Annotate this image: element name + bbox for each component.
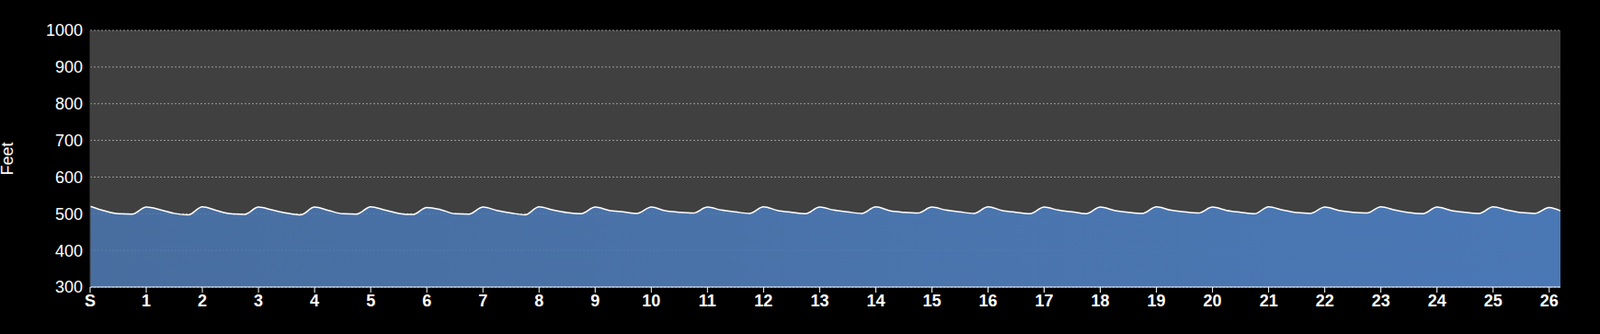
svg-text:21: 21 <box>1259 291 1279 310</box>
svg-text:17: 17 <box>1035 291 1054 310</box>
svg-text:25: 25 <box>1484 291 1503 310</box>
svg-text:700: 700 <box>55 131 83 150</box>
svg-text:3: 3 <box>253 291 263 310</box>
svg-text:22: 22 <box>1315 291 1335 310</box>
svg-text:13: 13 <box>810 291 829 310</box>
svg-text:1: 1 <box>141 291 151 310</box>
svg-text:23: 23 <box>1371 291 1391 310</box>
svg-text:600: 600 <box>55 168 83 187</box>
svg-text:S: S <box>84 291 96 310</box>
svg-text:16: 16 <box>978 291 997 310</box>
svg-text:5: 5 <box>365 291 376 310</box>
svg-text:10: 10 <box>641 291 661 310</box>
svg-text:14: 14 <box>866 291 885 310</box>
svg-text:18: 18 <box>1091 291 1110 310</box>
svg-text:1000: 1000 <box>45 21 83 40</box>
svg-text:24: 24 <box>1428 291 1447 310</box>
svg-text:500: 500 <box>55 205 83 224</box>
svg-text:7: 7 <box>478 291 488 310</box>
svg-text:400: 400 <box>55 241 83 261</box>
svg-text:26: 26 <box>1540 291 1559 310</box>
svg-text:Feet: Feet <box>7 141 17 175</box>
svg-text:12: 12 <box>754 291 773 310</box>
svg-text:11: 11 <box>698 291 717 310</box>
svg-text:800: 800 <box>55 94 83 114</box>
svg-text:900: 900 <box>55 57 83 77</box>
svg-text:9: 9 <box>590 291 600 310</box>
svg-text:4: 4 <box>309 291 320 310</box>
svg-text:19: 19 <box>1147 291 1166 310</box>
svg-text:15: 15 <box>922 291 941 310</box>
svg-text:300: 300 <box>55 277 83 297</box>
svg-text:20: 20 <box>1203 291 1223 310</box>
svg-text:8: 8 <box>534 291 544 310</box>
svg-text:6: 6 <box>422 291 432 310</box>
svg-text:2: 2 <box>197 291 207 310</box>
